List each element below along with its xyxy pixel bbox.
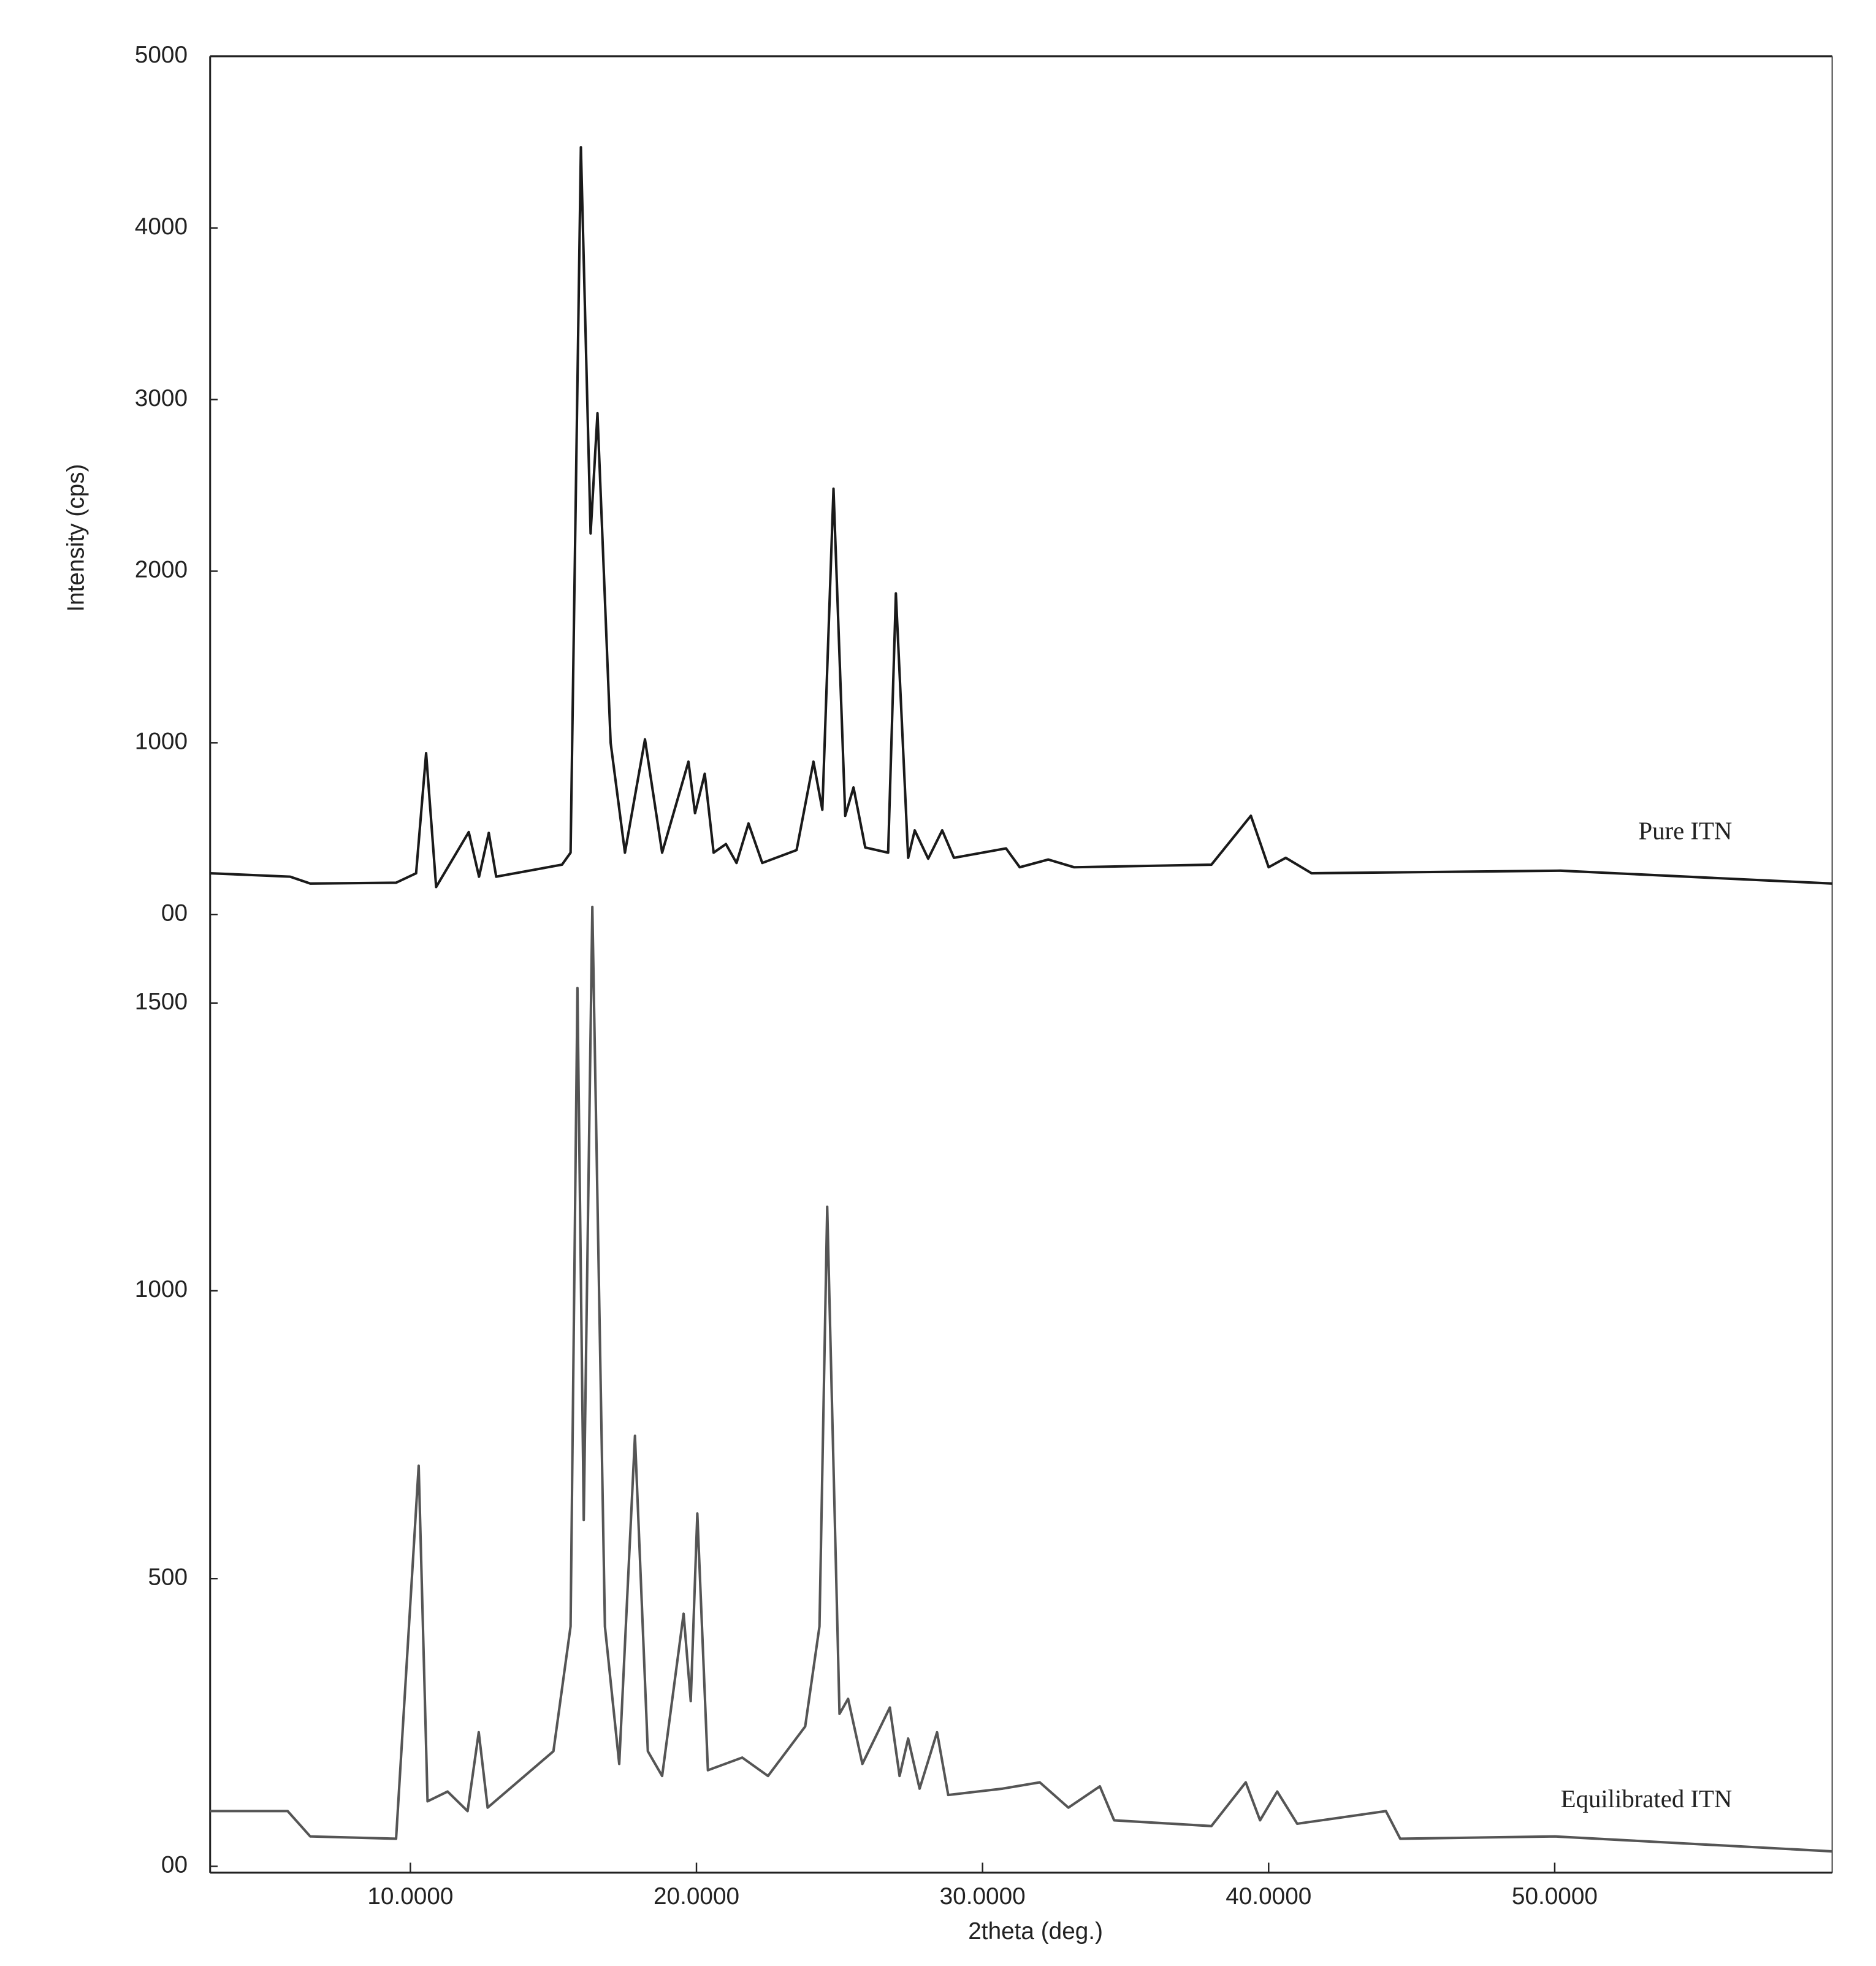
y-tick-label: 2000 (135, 557, 188, 583)
data-line (210, 146, 1832, 889)
y-tick-label: 1500 (135, 989, 188, 1015)
x-tick-label: 50.0000 (1512, 1883, 1598, 1910)
x-tick-label: 40.0000 (1226, 1883, 1311, 1910)
y-tick-label: 4000 (135, 213, 188, 240)
y-tick-label: 5000 (135, 42, 188, 68)
y-tick-label: 500 (148, 1564, 188, 1590)
x-tick-label: 20.0000 (654, 1883, 739, 1910)
series-label: Equilibrated ITN (1561, 1785, 1733, 1813)
x-axis-label: 2theta (deg.) (968, 1918, 1103, 1945)
y-tick-label: 3000 (135, 385, 188, 411)
y-tick-label: 1000 (135, 729, 188, 755)
y-tick-label: 00 (161, 900, 188, 926)
x-tick-label: 30.0000 (940, 1883, 1026, 1910)
data-line (210, 905, 1832, 1853)
y-tick-label: 1000 (135, 1276, 188, 1302)
x-tick-label: 10.0000 (367, 1883, 453, 1910)
y-axis-label: Intensity (cps) (63, 464, 90, 612)
y-tick-label: 00 (161, 1852, 188, 1878)
series-label: Pure ITN (1638, 817, 1732, 845)
